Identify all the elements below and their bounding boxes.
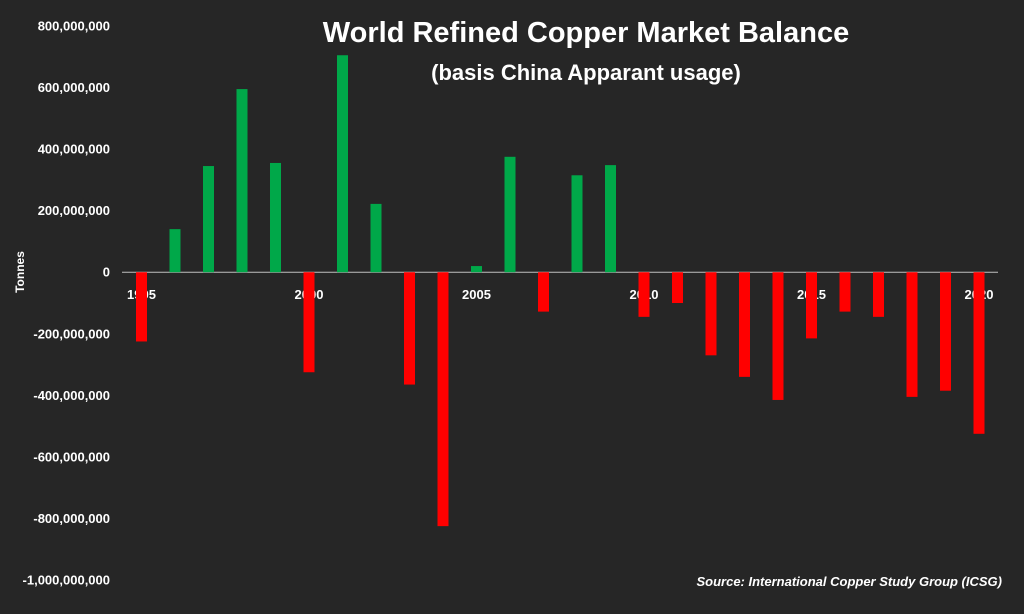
bar-2007 <box>538 272 549 312</box>
bar-2003 <box>404 272 415 385</box>
y-tick-label: -200,000,000 <box>33 326 110 341</box>
bar-2020 <box>973 272 985 434</box>
bar-2011 <box>672 272 683 303</box>
bar-1999 <box>270 162 281 273</box>
bar-2008 <box>571 175 583 273</box>
source-note: Source: International Copper Study Group… <box>696 574 1002 589</box>
y-tick-label: 600,000,000 <box>38 80 110 95</box>
bar-1995 <box>136 272 147 342</box>
bar-2015 <box>806 272 817 339</box>
bar-2000 <box>303 272 315 373</box>
bar-2010 <box>638 272 650 317</box>
bar-2001 <box>337 55 348 273</box>
y-tick-label: 800,000,000 <box>38 19 110 34</box>
y-tick-label: -800,000,000 <box>33 511 110 526</box>
bar-2016 <box>839 272 851 312</box>
bar-2017 <box>873 272 884 317</box>
bar-2006 <box>504 156 516 273</box>
y-tick-label: -1,000,000,000 <box>23 573 110 588</box>
y-tick-label: -400,000,000 <box>33 388 110 403</box>
bar-1997 <box>203 166 214 273</box>
y-tick-label: -600,000,000 <box>33 449 110 464</box>
chart-subtitle: (basis China Apparant usage) <box>431 60 741 85</box>
chart-title: World Refined Copper Market Balance <box>323 17 849 49</box>
bar-series <box>136 55 985 527</box>
bar-2014 <box>772 272 784 400</box>
bar-2009 <box>605 165 616 273</box>
x-tick-label: 2005 <box>462 287 491 302</box>
bar-2004 <box>437 272 449 527</box>
x-axis-ticks: 199520002005201020152020 <box>127 287 993 302</box>
bar-2013 <box>739 272 750 377</box>
y-axis-label: Tonnes <box>13 251 27 293</box>
y-tick-label: 200,000,000 <box>38 203 110 218</box>
y-tick-label: 400,000,000 <box>38 142 110 157</box>
bar-2002 <box>370 203 382 273</box>
bar-1996 <box>169 229 181 273</box>
bar-2012 <box>705 272 717 356</box>
bar-2005 <box>471 266 482 273</box>
bar-2018 <box>906 272 918 397</box>
bar-1998 <box>236 89 248 273</box>
y-tick-label: 0 <box>103 265 110 280</box>
y-axis-ticks: 800,000,000 600,000,000 400,000,000 200,000… <box>23 19 110 588</box>
bar-2019 <box>940 272 951 391</box>
